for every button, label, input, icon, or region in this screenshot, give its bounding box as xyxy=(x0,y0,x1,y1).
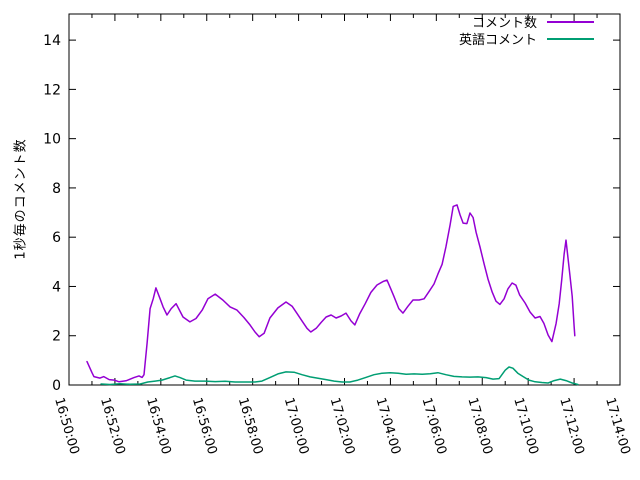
series-line-1 xyxy=(100,366,579,386)
x-tick-label: 17:00:00 xyxy=(281,396,312,456)
x-tick-label: 17:12:00 xyxy=(556,396,587,456)
y-axis-title: 1秒毎のコメント数 xyxy=(13,138,29,260)
legend-label-english-comments: 英語コメント xyxy=(458,33,537,48)
legend-line-swatch-comments xyxy=(547,20,594,23)
legend-line-swatch-english-comments xyxy=(547,37,594,40)
y-tick-label: 10 xyxy=(43,132,61,148)
y-tick-label: 14 xyxy=(43,33,61,49)
y-tick-label: 12 xyxy=(43,82,61,98)
x-tick-label: 16:54:00 xyxy=(143,396,174,456)
x-tick-label: 17:10:00 xyxy=(510,396,541,456)
plot-border xyxy=(68,13,621,386)
x-tick-label: 17:06:00 xyxy=(418,396,449,456)
y-tick-label: 8 xyxy=(52,181,61,197)
legend-item: コメント数 xyxy=(420,13,594,31)
y-tick-label: 0 xyxy=(52,378,61,394)
series-line-0 xyxy=(86,204,576,383)
x-tick-label: 16:50:00 xyxy=(51,396,82,456)
x-tick-label: 16:58:00 xyxy=(235,396,266,456)
y-tick-label: 4 xyxy=(52,279,61,295)
x-tick-label: 17:08:00 xyxy=(464,396,495,456)
legend-label-comments: コメント数 xyxy=(471,16,537,31)
x-tick-label: 16:52:00 xyxy=(97,396,128,456)
legend-item: 英語コメント xyxy=(420,30,594,48)
y-tick-label: 2 xyxy=(52,329,61,345)
y-tick-label: 6 xyxy=(52,230,61,246)
x-tick-label: 17:14:00 xyxy=(602,396,633,456)
x-tick-label: 17:04:00 xyxy=(373,396,404,456)
x-tick-label: 16:56:00 xyxy=(189,396,220,456)
legend: コメント数 英語コメント xyxy=(420,13,594,48)
x-tick-label: 17:02:00 xyxy=(327,396,358,456)
